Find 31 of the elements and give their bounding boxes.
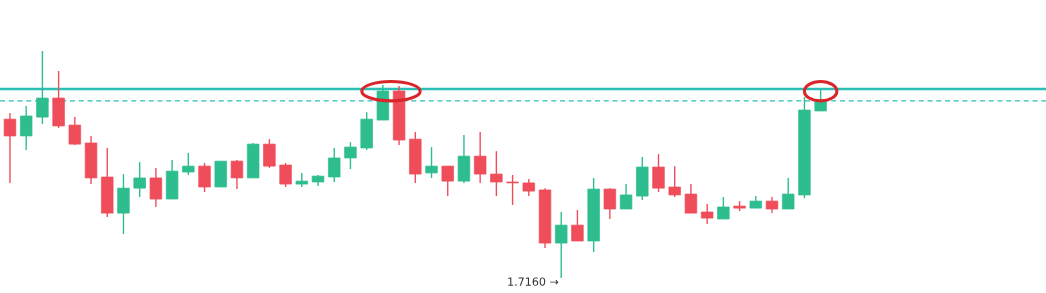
candlestick bbox=[133, 161, 146, 198]
candlestick bbox=[149, 167, 163, 208]
annotation: 1.7160 → bbox=[508, 277, 559, 286]
candlestick bbox=[182, 152, 195, 176]
candlestick bbox=[652, 153, 665, 193]
candlestick bbox=[684, 183, 698, 214]
candlestick bbox=[279, 162, 292, 188]
candlestick bbox=[344, 141, 357, 170]
candlestick bbox=[36, 50, 49, 125]
candlestick bbox=[263, 138, 276, 169]
candlestick bbox=[328, 147, 341, 183]
candlestick bbox=[441, 165, 454, 197]
candlestick bbox=[571, 209, 584, 242]
candlestick bbox=[230, 159, 244, 190]
candlestick bbox=[473, 131, 487, 184]
candlestick bbox=[700, 203, 714, 225]
candlestick bbox=[3, 112, 17, 184]
candlestick bbox=[668, 165, 681, 198]
candlestick bbox=[782, 177, 795, 210]
candlestick bbox=[295, 172, 308, 188]
candlestick bbox=[814, 89, 827, 112]
candlestick bbox=[68, 116, 82, 146]
candlestick bbox=[490, 150, 503, 197]
candlestick bbox=[425, 146, 438, 179]
candlestick bbox=[198, 162, 211, 193]
candlestick bbox=[555, 211, 568, 279]
candlestick bbox=[619, 183, 633, 210]
candlestick bbox=[506, 174, 519, 206]
candlestick bbox=[20, 105, 33, 151]
candlestick bbox=[717, 196, 730, 220]
candlestick bbox=[603, 187, 617, 220]
